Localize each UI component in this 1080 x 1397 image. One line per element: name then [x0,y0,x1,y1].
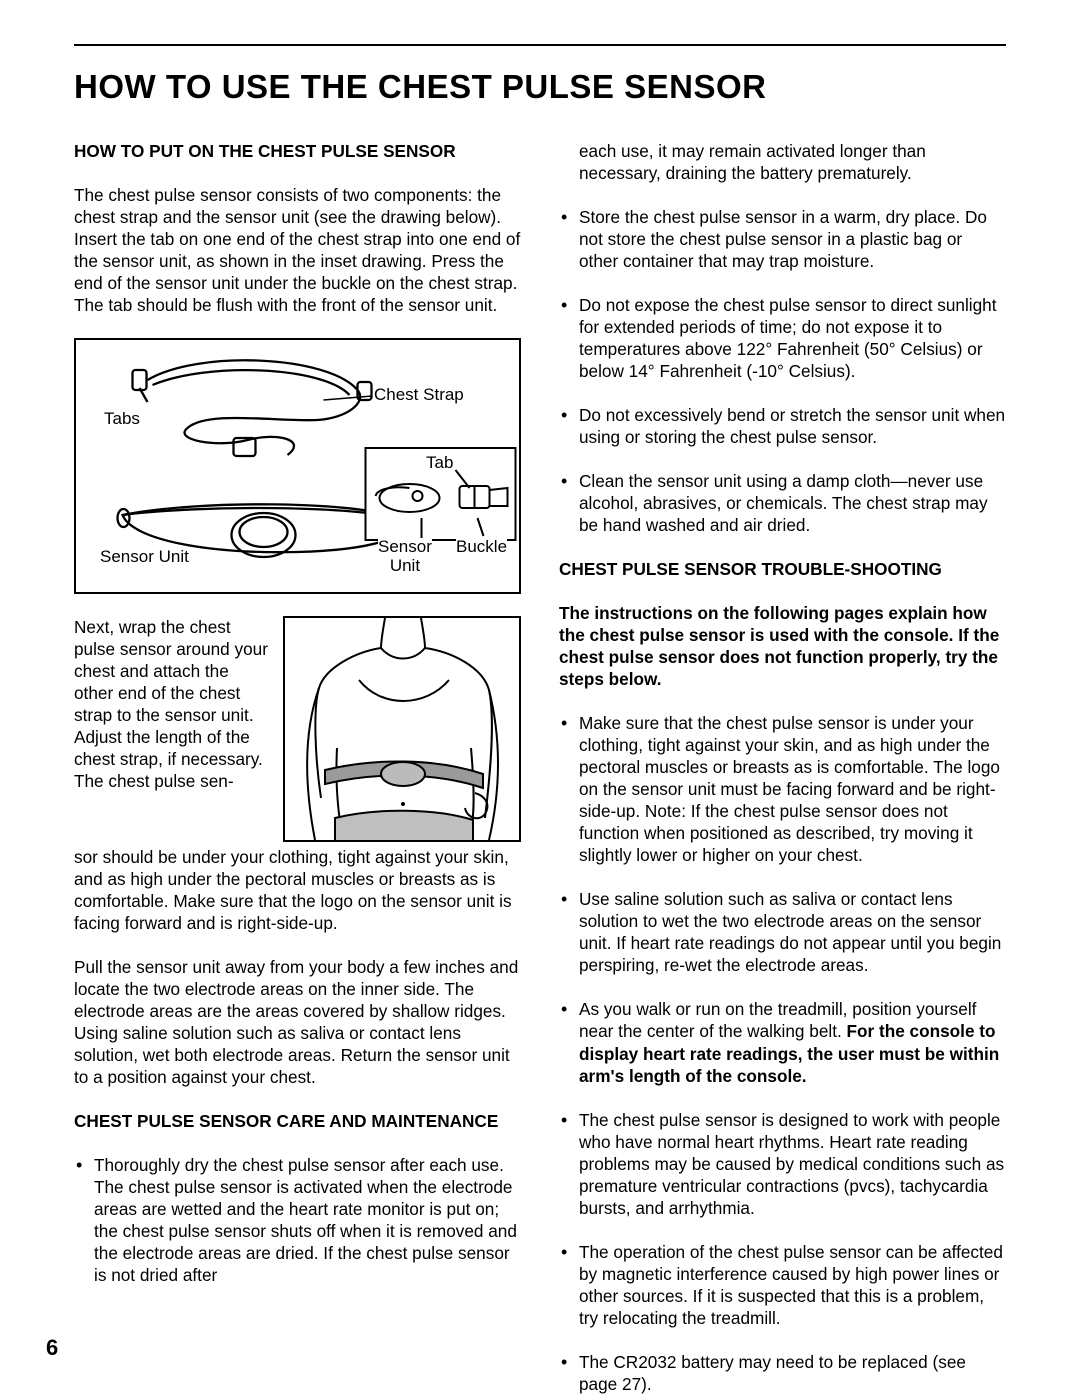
care-item-4: Do not excessively bend or stretch the s… [559,404,1006,448]
figure-torso [283,616,521,842]
label-sensor-a: Sensor [378,537,432,556]
page-number: 6 [46,1335,58,1361]
care-item-1: Thoroughly dry the chest pulse sensor af… [74,1154,521,1286]
ts-intro: The instructions on the following pages … [559,602,1006,690]
two-column-layout: HOW TO PUT ON THE CHEST PULSE SENSOR The… [74,140,1006,1395]
label-tab: Tab [426,454,453,473]
ts-list: Make sure that the chest pulse sensor is… [559,712,1006,1394]
label-sensor-b: Unit [390,556,420,575]
label-sensor-unit: Sensor Unit [100,548,189,567]
care-continuation: each use, it may remain activated longer… [559,140,1006,184]
ts-item-6: The CR2032 battery may need to be replac… [559,1351,1006,1395]
ts-item-1: Make sure that the chest pulse sensor is… [559,712,1006,866]
intro-paragraph: The chest pulse sensor consists of two c… [74,184,521,316]
ts-item-4: The chest pulse sensor is designed to wo… [559,1109,1006,1219]
heading-put-on: HOW TO PUT ON THE CHEST PULSE SENSOR [74,140,521,162]
heading-care: CHEST PULSE SENSOR CARE AND MAINTENANCE [74,1110,521,1132]
care-list-left: Thoroughly dry the chest pulse sensor af… [74,1154,521,1286]
ts-item-2: Use saline solution such as saliva or co… [559,888,1006,976]
wrap-block: Next, wrap the chest pulse sensor around… [74,616,521,842]
heading-troubleshoot: CHEST PULSE SENSOR TROUBLE-SHOOTING [559,558,1006,580]
wrap-text-b: sor should be under your clothing, tight… [74,846,521,934]
care-list-right: Store the chest pulse sensor in a warm, … [559,206,1006,536]
care-item-5: Clean the sensor unit using a damp cloth… [559,470,1006,536]
ts-item-3: As you walk or run on the treadmill, pos… [559,998,1006,1086]
label-tabs: Tabs [104,410,140,429]
label-buckle: Buckle [456,538,507,557]
left-column: HOW TO PUT ON THE CHEST PULSE SENSOR The… [74,140,521,1395]
manual-page: HOW TO USE THE CHEST PULSE SENSOR HOW TO… [0,0,1080,1397]
ts-item-5: The operation of the chest pulse sensor … [559,1241,1006,1329]
electrode-paragraph: Pull the sensor unit away from your body… [74,956,521,1088]
label-sensor: Sensor Unit [378,538,432,575]
torso-svg [285,618,519,840]
figure-strap-sensor: Tabs Chest Strap Tab Sensor Unit Sensor … [74,338,521,594]
care-item-2: Store the chest pulse sensor in a warm, … [559,206,1006,272]
page-title: HOW TO USE THE CHEST PULSE SENSOR [74,68,1006,106]
care-item-3: Do not expose the chest pulse sensor to … [559,294,1006,382]
label-chest-strap: Chest Strap [374,386,464,405]
right-column: each use, it may remain activated longer… [559,140,1006,1395]
top-rule [74,44,1006,46]
